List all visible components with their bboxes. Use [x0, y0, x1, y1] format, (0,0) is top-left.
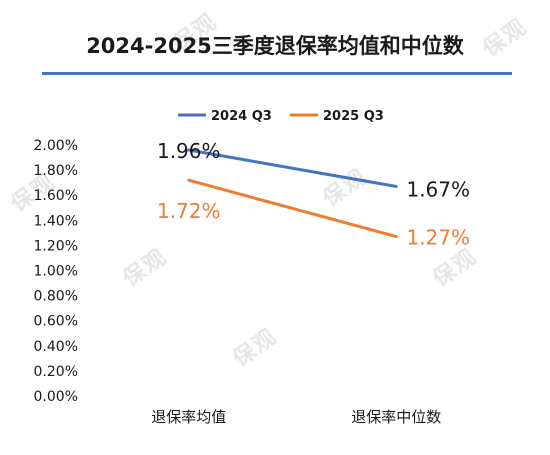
y-tick-label: 1.60%	[34, 188, 78, 204]
y-tick-label: 0.80%	[34, 289, 78, 305]
y-tick-label: 0.40%	[34, 339, 78, 355]
y-tick-label: 0.60%	[34, 314, 78, 330]
legend-label: 2025 Q3	[323, 109, 384, 124]
series-line-1	[187, 148, 398, 188]
data-label: 1.27%	[406, 226, 470, 250]
y-tick-label: 0.00%	[34, 389, 78, 405]
x-axis: 退保率均值 退保率中位数	[151, 408, 441, 426]
y-tick-label: 1.00%	[34, 264, 78, 280]
y-tick-label: 1.40%	[34, 213, 78, 229]
title-underline	[42, 72, 512, 75]
series-line-2	[187, 178, 398, 239]
y-tick-label: 2.00%	[34, 138, 78, 154]
y-tick-label: 0.20%	[34, 364, 78, 380]
y-tick-label: 1.80%	[34, 163, 78, 179]
chart-title: 2024-2025三季度退保率均值和中位数	[86, 34, 464, 58]
x-tick-label: 退保率中位数	[351, 408, 441, 426]
data-label: 1.96%	[157, 139, 221, 163]
legend: 2024 Q3 2025 Q3	[178, 109, 384, 124]
data-label: 1.72%	[157, 199, 221, 223]
y-axis: 0.00% 0.20% 0.40% 0.60% 0.80% 1.00% 1.20% 1.40%…	[34, 138, 78, 405]
x-tick-label: 退保率均值	[151, 408, 226, 426]
series-group: 1.96% 1.67% 1.72% 1.27%	[157, 139, 470, 250]
legend-label: 2024 Q3	[211, 109, 272, 124]
data-label: 1.67%	[406, 177, 470, 201]
y-tick-label: 1.20%	[34, 238, 78, 254]
